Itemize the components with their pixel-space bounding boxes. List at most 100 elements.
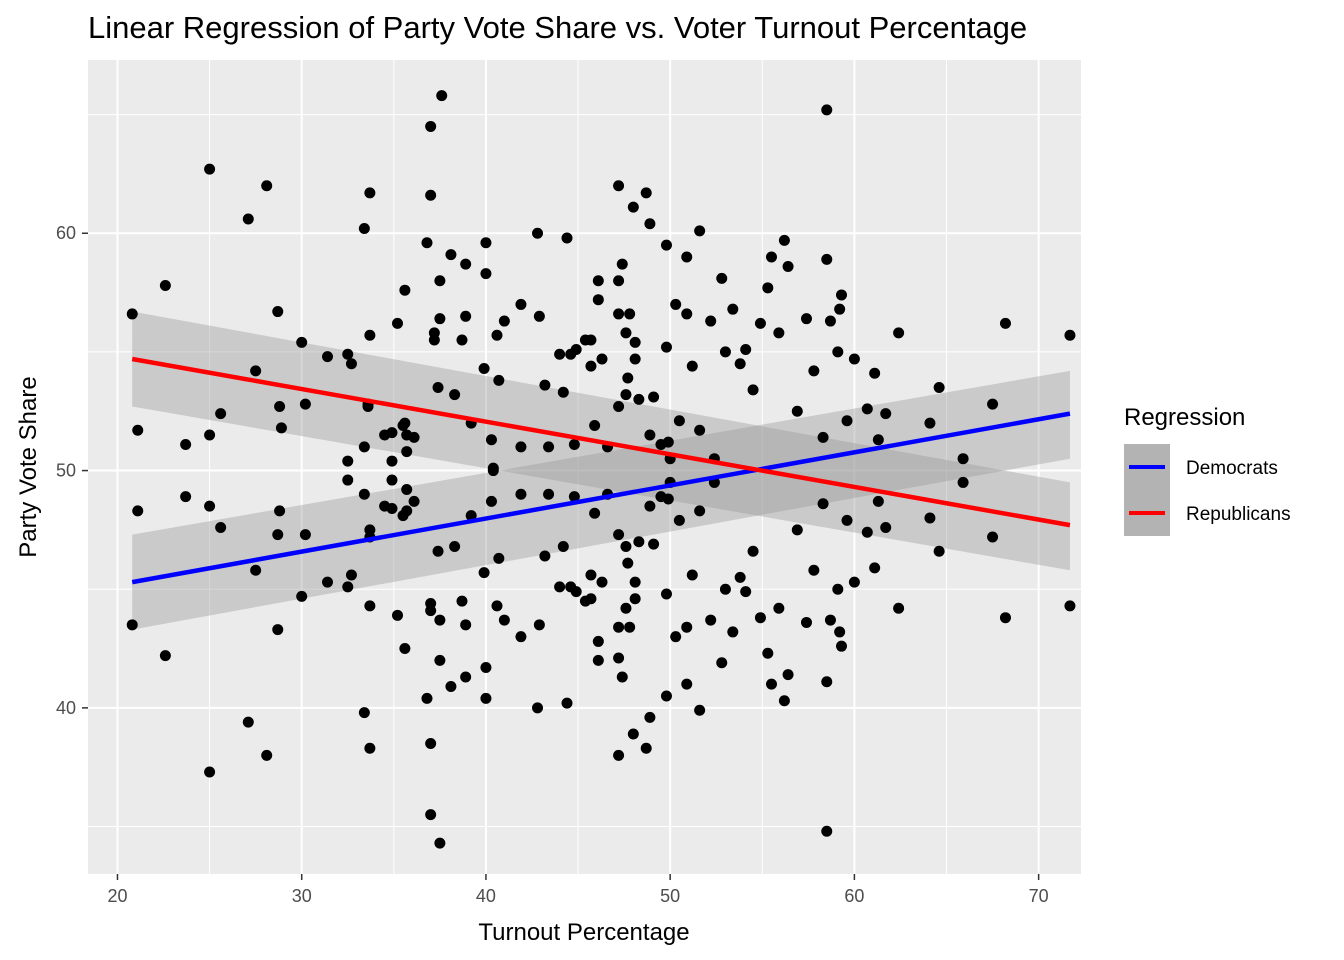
data-point <box>460 671 472 683</box>
data-point <box>533 619 545 631</box>
data-point <box>644 429 656 441</box>
data-point <box>662 493 674 505</box>
data-point <box>592 294 604 306</box>
data-point <box>460 258 472 270</box>
data-point <box>762 647 774 659</box>
data-point <box>491 600 503 612</box>
data-point <box>272 306 284 318</box>
data-point <box>694 225 706 237</box>
data-point <box>543 441 555 453</box>
data-point <box>491 329 503 341</box>
data-point <box>425 809 437 821</box>
data-point <box>261 749 273 761</box>
data-point <box>791 405 803 417</box>
data-point <box>644 218 656 230</box>
data-point <box>673 514 685 526</box>
data-point <box>869 562 881 574</box>
data-point <box>821 253 833 265</box>
data-point <box>670 298 682 310</box>
data-point <box>987 531 999 543</box>
data-point <box>694 424 706 436</box>
data-point <box>861 403 873 415</box>
data-point <box>957 476 969 488</box>
data-point <box>817 498 829 510</box>
data-point <box>705 614 717 626</box>
data-point <box>515 298 527 310</box>
data-point <box>681 308 693 320</box>
data-point <box>778 695 790 707</box>
data-point <box>754 317 766 329</box>
data-point <box>648 538 660 550</box>
data-point <box>242 213 254 225</box>
data-point <box>296 590 308 602</box>
data-point <box>425 605 437 617</box>
data-point <box>716 657 728 669</box>
y-tick-label: 40 <box>56 698 76 718</box>
plot-panel <box>88 60 1081 874</box>
regression-line-democrats <box>131 411 1071 585</box>
data-point <box>800 313 812 325</box>
data-point <box>824 315 836 327</box>
data-point <box>834 303 846 315</box>
data-point <box>848 353 860 365</box>
data-point <box>275 422 287 434</box>
data-point <box>159 650 171 662</box>
data-point <box>613 180 625 192</box>
data-point <box>673 415 685 427</box>
data-point <box>456 334 468 346</box>
data-point <box>557 386 569 398</box>
data-point <box>126 619 138 631</box>
data-point <box>880 522 892 534</box>
data-point <box>765 678 777 690</box>
data-point <box>342 474 354 486</box>
data-point <box>808 365 820 377</box>
data-point <box>841 415 853 427</box>
data-point <box>480 268 492 280</box>
data-point <box>957 453 969 465</box>
data-point <box>274 505 286 517</box>
data-point <box>498 315 510 327</box>
data-point <box>436 90 448 102</box>
data-point <box>622 372 634 384</box>
data-point <box>434 837 446 849</box>
data-point <box>358 707 370 719</box>
data-point <box>1064 600 1076 612</box>
data-point <box>644 711 656 723</box>
data-point <box>848 576 860 588</box>
data-point <box>727 303 739 315</box>
data-point <box>740 586 752 598</box>
data-point <box>342 348 354 360</box>
data-point <box>640 742 652 754</box>
data-point <box>589 419 601 431</box>
data-point <box>358 222 370 234</box>
data-point <box>480 237 492 249</box>
data-point <box>493 374 505 386</box>
data-point <box>449 541 461 553</box>
data-point <box>662 436 674 448</box>
data-point <box>204 766 216 778</box>
data-point <box>893 602 905 614</box>
data-point <box>561 232 573 244</box>
data-point <box>543 488 555 500</box>
data-point <box>999 612 1011 624</box>
data-point <box>616 671 628 683</box>
x-tick-label: 70 <box>1029 886 1049 906</box>
data-point <box>321 576 333 588</box>
data-point <box>421 237 433 249</box>
data-point <box>180 491 192 503</box>
data-point <box>159 279 171 291</box>
y-tick-label: 50 <box>56 461 76 481</box>
data-point <box>740 344 752 356</box>
data-point <box>460 619 472 631</box>
data-point <box>126 308 138 320</box>
data-point <box>358 488 370 500</box>
chart-title: Linear Regression of Party Vote Share vs… <box>88 10 1028 45</box>
data-point <box>487 462 499 474</box>
data-point <box>401 505 413 517</box>
axis-layer: 20 30 40 50 60 70 40 50 60 <box>56 223 1049 906</box>
data-point <box>624 308 636 320</box>
data-point <box>821 825 833 837</box>
data-point <box>554 581 566 593</box>
data-point <box>987 398 999 410</box>
